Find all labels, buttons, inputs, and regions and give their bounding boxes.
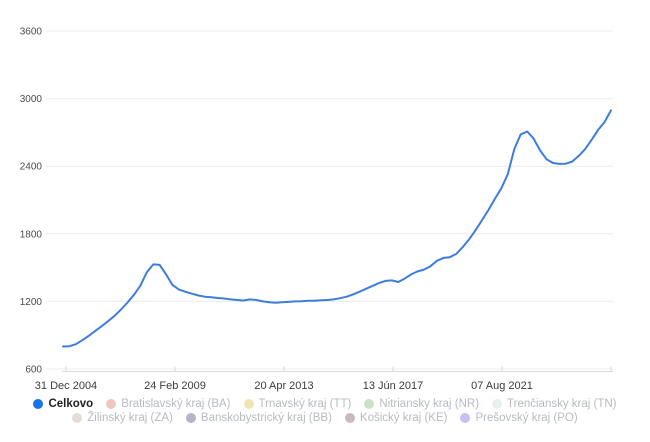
legend-label: Prešovský kraj (PO) — [475, 412, 578, 424]
legend-item-trenciansky-kraj-tn[interactable]: Trenčiansky kraj (TN) — [492, 398, 617, 410]
legend-label: Banskobystrický kraj (BB) — [200, 412, 332, 424]
legend-dot-trenciansky-kraj-tn — [492, 399, 503, 409]
y-axis-label: 1800 — [20, 229, 43, 240]
x-axis-label: 07 Aug 2021 — [471, 380, 533, 392]
legend-dot-kosicky-kraj-ke — [344, 413, 355, 423]
celkovo-series-line — [62, 109, 612, 348]
legend-row-1: Celkovo Bratislavský kraj (BA) Trnavský kr… — [33, 398, 617, 410]
legend-dot-presovsky-kraj-po — [460, 413, 471, 423]
x-axis-label: 20 Apr 2013 — [254, 380, 313, 392]
legend-item-bratislavsky-kraj-ba[interactable]: Bratislavský kraj (BA) — [106, 398, 231, 410]
legend-label: Trnavský kraj (TT) — [258, 398, 352, 410]
legend-label: Trenčiansky kraj (TN) — [507, 398, 617, 410]
legend-dot-celkovo — [33, 399, 44, 409]
legend-dot-nitriansky-kraj-nr — [364, 399, 375, 409]
legend-item-trnavsky-kraj-tt[interactable]: Trnavský kraj (TT) — [243, 398, 352, 410]
legend-dot-trnavsky-kraj-tt — [243, 399, 254, 409]
x-axis-label: 31 Dec 2004 — [35, 380, 97, 392]
legend-item-zilinsky-kraj-za[interactable]: Žilinský kraj (ZA) — [72, 412, 173, 424]
y-axis-label: 2400 — [20, 162, 43, 173]
legend-item-banskobystricky-kraj-bb[interactable]: Banskobystrický kraj (BB) — [185, 412, 332, 424]
x-axis-label: 24 Feb 2009 — [144, 380, 206, 392]
legend-label: Bratislavský kraj (BA) — [121, 398, 231, 410]
legend-label: Žilinský kraj (ZA) — [87, 412, 173, 424]
x-axis-label: 13 Jún 2017 — [363, 380, 424, 392]
legend-row-2: Žilinský kraj (ZA) Banskobystrický kraj (… — [72, 412, 578, 424]
legend-label: Košický kraj (KE) — [359, 412, 448, 424]
legend-dot-banskobystricky-kraj-bb — [185, 413, 196, 423]
y-axis-label: 1200 — [20, 297, 43, 308]
legend-item-kosicky-kraj-ke[interactable]: Košický kraj (KE) — [344, 412, 448, 424]
legend-item-nitriansky-kraj-nr[interactable]: Nitriansky kraj (NR) — [364, 398, 479, 410]
legend-item-presovsky-kraj-po[interactable]: Prešovský kraj (PO) — [460, 412, 578, 424]
y-axis-label: 3000 — [20, 94, 43, 105]
legend-dot-zilinsky-kraj-za — [72, 413, 83, 423]
line-chart: 600 1200 1800 2400 3000 3600 31 Dec 2004 24 Feb… — [20, 27, 613, 392]
legend-dot-bratislavsky-kraj-ba — [106, 399, 117, 409]
legend-label: Celkovo — [48, 398, 94, 410]
y-axis-label: 600 — [25, 365, 42, 376]
legend-label: Nitriansky kraj (NR) — [379, 398, 480, 410]
chart-legend: Celkovo Bratislavský kraj (BA) Trnavský kr… — [0, 398, 650, 424]
legend-item-celkovo[interactable]: Celkovo — [33, 398, 93, 410]
y-axis-label: 3600 — [20, 27, 43, 38]
